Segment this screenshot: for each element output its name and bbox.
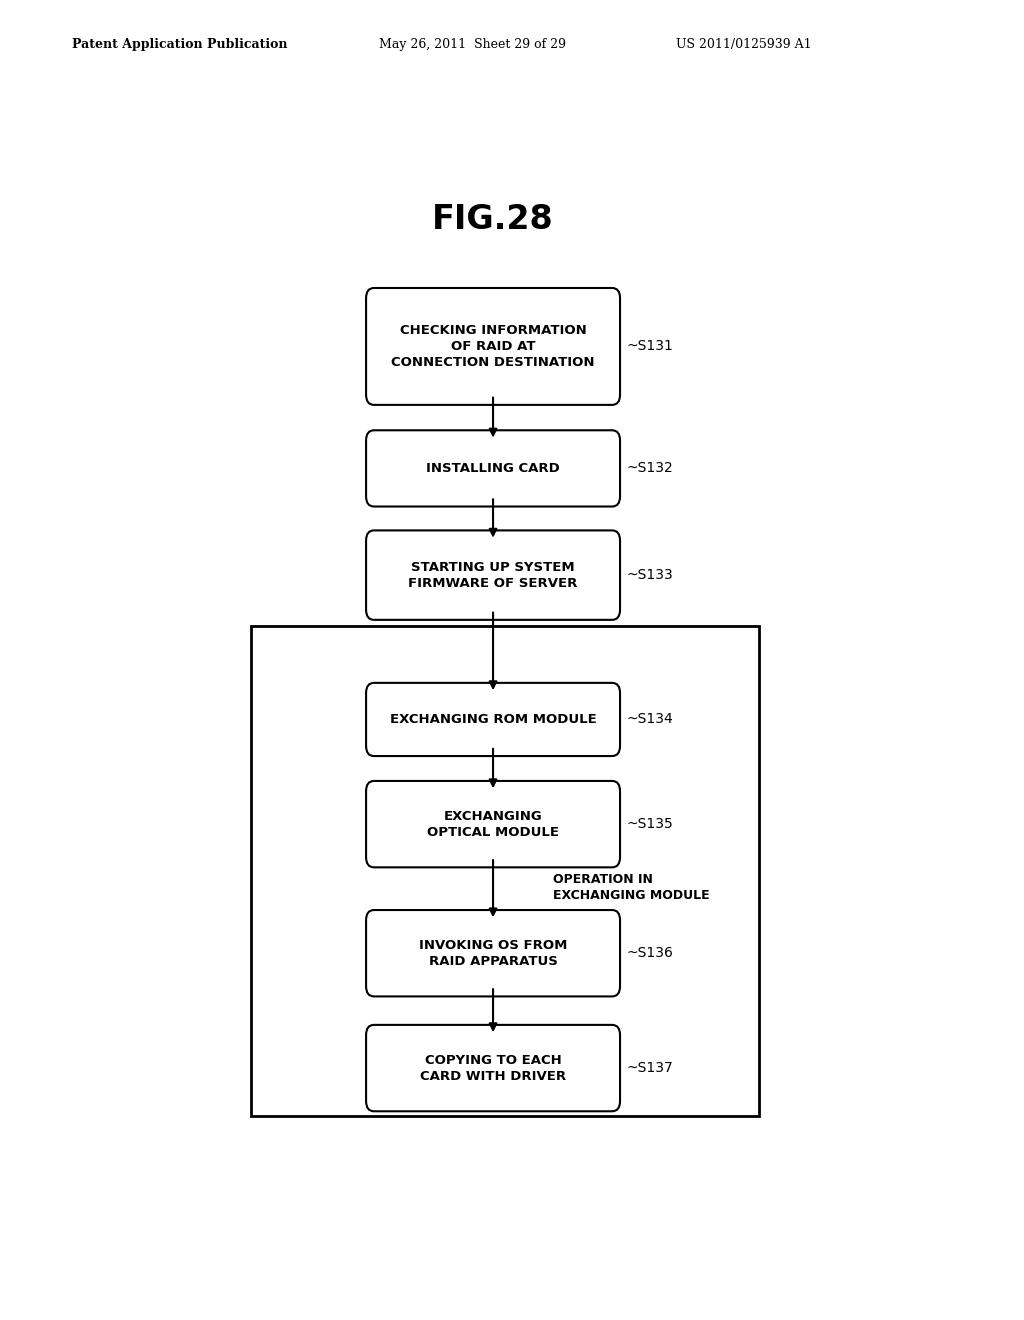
FancyBboxPatch shape — [367, 288, 621, 405]
Text: May 26, 2011  Sheet 29 of 29: May 26, 2011 Sheet 29 of 29 — [379, 37, 566, 50]
Text: ~S132: ~S132 — [627, 462, 673, 475]
Text: ~S136: ~S136 — [627, 946, 673, 960]
Text: FIG.28: FIG.28 — [432, 203, 554, 236]
Bar — [251, 626, 759, 1115]
FancyBboxPatch shape — [367, 1024, 621, 1111]
FancyBboxPatch shape — [367, 781, 621, 867]
Text: ~S131: ~S131 — [627, 339, 673, 354]
FancyBboxPatch shape — [367, 909, 621, 997]
Text: COPYING TO EACH
CARD WITH DRIVER: COPYING TO EACH CARD WITH DRIVER — [420, 1053, 566, 1082]
Text: EXCHANGING ROM MODULE: EXCHANGING ROM MODULE — [390, 713, 596, 726]
FancyBboxPatch shape — [367, 682, 621, 756]
Text: CHECKING INFORMATION
OF RAID AT
CONNECTION DESTINATION: CHECKING INFORMATION OF RAID AT CONNECTI… — [391, 323, 595, 368]
Text: STARTING UP SYSTEM
FIRMWARE OF SERVER: STARTING UP SYSTEM FIRMWARE OF SERVER — [409, 561, 578, 590]
Text: OPERATION IN
EXCHANGING MODULE: OPERATION IN EXCHANGING MODULE — [553, 873, 710, 902]
FancyBboxPatch shape — [367, 430, 621, 507]
Text: ~S133: ~S133 — [627, 568, 673, 582]
Text: ~S137: ~S137 — [627, 1061, 673, 1074]
Text: Patent Application Publication: Patent Application Publication — [72, 37, 287, 50]
Text: INSTALLING CARD: INSTALLING CARD — [426, 462, 560, 475]
Text: INVOKING OS FROM
RAID APPARATUS: INVOKING OS FROM RAID APPARATUS — [419, 939, 567, 968]
Text: US 2011/0125939 A1: US 2011/0125939 A1 — [676, 37, 811, 50]
FancyBboxPatch shape — [367, 531, 621, 620]
Text: ~S134: ~S134 — [627, 713, 673, 726]
Text: EXCHANGING
OPTICAL MODULE: EXCHANGING OPTICAL MODULE — [427, 809, 559, 838]
Text: ~S135: ~S135 — [627, 817, 673, 832]
